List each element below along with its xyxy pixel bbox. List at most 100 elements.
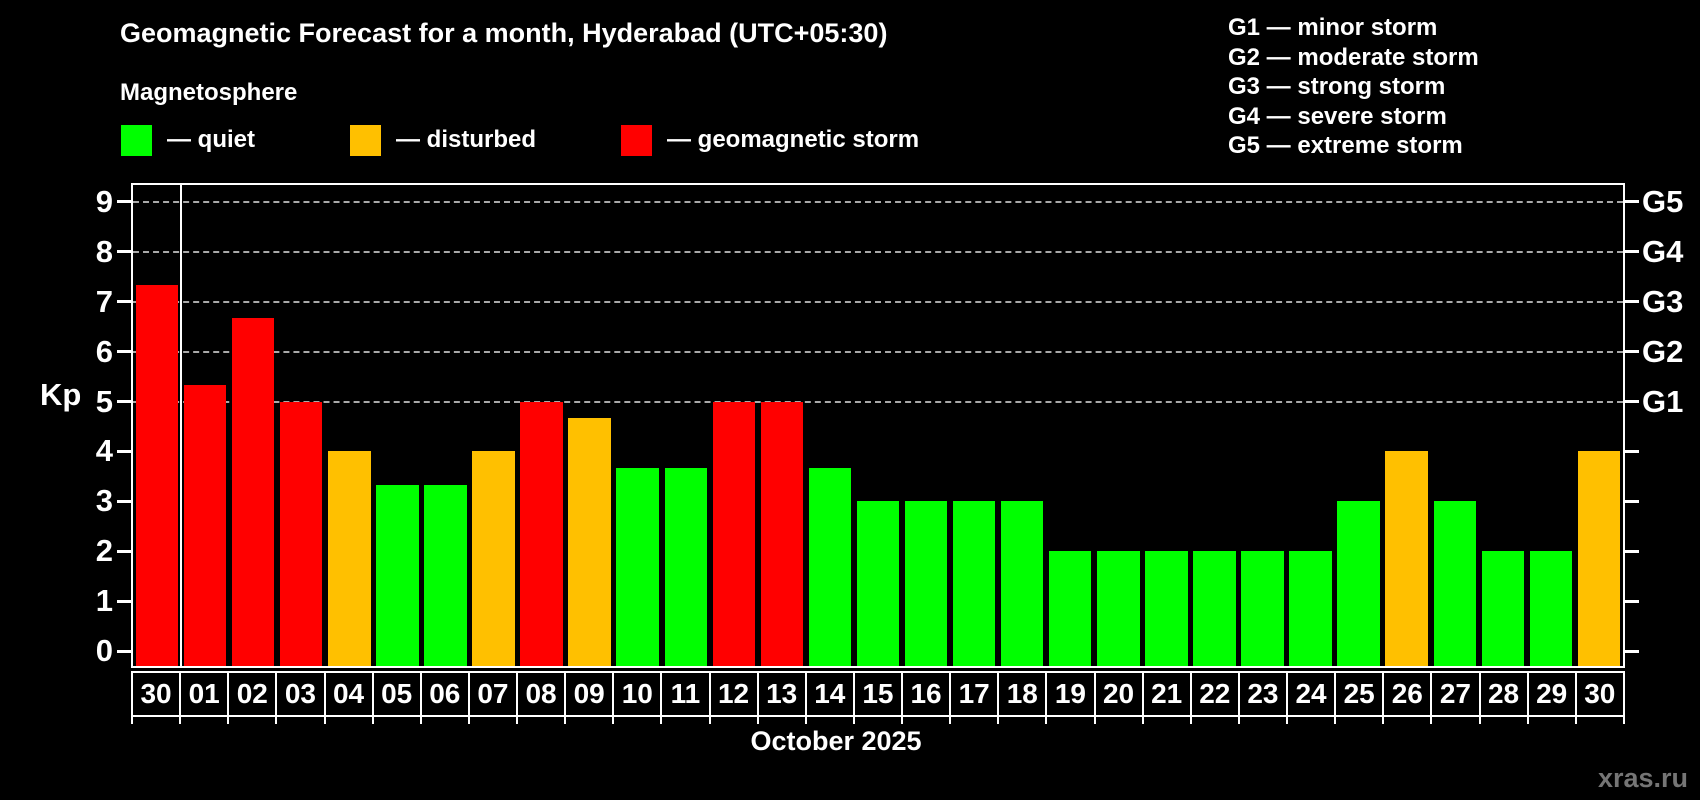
- kp-bar-day-02: [231, 318, 275, 666]
- day-label-09: 09: [564, 671, 615, 724]
- disturbed-swatch-icon: [350, 124, 381, 156]
- day-label-04: 04: [323, 671, 374, 724]
- y-tick-label-6: 6: [95, 333, 113, 369]
- kp-bar-day-21: [1145, 551, 1188, 666]
- gridline-kp8: [133, 250, 1623, 253]
- day-label-15: 15: [852, 671, 904, 724]
- kp-bar-day-29: [1529, 551, 1573, 666]
- y-axis-tick-right-0: [1625, 649, 1639, 653]
- y-axis-tick-left-2: [117, 549, 131, 553]
- y-axis-tick-left-0: [117, 649, 131, 653]
- day-label-13: 13: [756, 671, 807, 724]
- gridline-kp9: [133, 200, 1623, 203]
- storm-scale-line-g2: G2 — moderate storm: [1228, 43, 1479, 71]
- y-tick-label-4: 4: [95, 433, 113, 469]
- kp-bar-day-12: [712, 401, 756, 666]
- day-label-16: 16: [901, 671, 952, 724]
- kp-bar-day-22: [1193, 551, 1236, 666]
- y-axis-tick-right-7: [1625, 300, 1639, 304]
- day-label-05: 05: [371, 671, 422, 724]
- kp-bar-day-15: [856, 501, 900, 666]
- day-label-06: 06: [419, 671, 471, 724]
- y-tick-label-0: 0: [95, 633, 113, 669]
- kp-bar-day-14: [808, 467, 852, 666]
- kp-bar-day-28: [1481, 551, 1525, 666]
- y-tick-label-9: 9: [95, 183, 113, 219]
- kp-bar-day-01: [183, 385, 227, 666]
- y-axis-tick-right-9: [1625, 200, 1639, 204]
- kp-bar-day-23: [1241, 551, 1284, 666]
- day-label-22: 22: [1189, 671, 1241, 724]
- y-axis-tick-left-8: [117, 250, 131, 254]
- day-label-08: 08: [516, 671, 567, 724]
- day-label-12: 12: [708, 671, 759, 724]
- day-label-17: 17: [949, 671, 1000, 724]
- kp-bar-day-30: [1577, 451, 1621, 666]
- y-axis-tick-right-1: [1625, 599, 1639, 603]
- quiet-swatch-icon: [121, 124, 152, 156]
- page-title: Geomagnetic Forecast for a month, Hydera…: [120, 18, 888, 48]
- kp-bar-day-13: [760, 401, 804, 666]
- day-label-26: 26: [1382, 671, 1433, 724]
- kp-bar-day-10: [616, 467, 659, 666]
- y-tick-label-5: 5: [95, 383, 113, 419]
- day-label-24: 24: [1286, 671, 1337, 724]
- kp-bar-day-18: [1000, 501, 1044, 666]
- day-label-27: 27: [1430, 671, 1481, 724]
- y-axis-tick-left-4: [117, 449, 131, 453]
- day-label-21: 21: [1141, 671, 1192, 724]
- month-separator-line: [180, 185, 183, 666]
- storm-scale-line-g5: G5 — extreme storm: [1228, 132, 1463, 159]
- y-tick-label-8: 8: [95, 233, 113, 269]
- y-axis-title: Kp: [40, 377, 82, 412]
- storm-scale-line-g4: G4 — severe storm: [1228, 102, 1447, 130]
- kp-bar-day-30-prev-month: [135, 285, 179, 666]
- legend-quiet-label: — quiet: [167, 126, 255, 153]
- day-label-10: 10: [612, 671, 663, 724]
- watermark: xras.ru: [1597, 763, 1688, 793]
- y-tick-label-3: 3: [95, 483, 113, 519]
- kp-bar-day-26: [1385, 451, 1428, 666]
- legend-disturbed-label: — disturbed: [396, 126, 537, 153]
- day-label-11: 11: [660, 671, 711, 724]
- gridline-kp6: [133, 350, 1623, 353]
- right-axis-label-g1: G1: [1642, 383, 1684, 419]
- gridline-kp7: [133, 300, 1623, 303]
- kp-bar-day-19: [1049, 551, 1092, 666]
- chart-subtitle: Magnetosphere: [120, 79, 298, 106]
- day-label-14: 14: [804, 671, 856, 724]
- day-label-03: 03: [275, 671, 326, 724]
- x-axis-title: October 2025: [750, 726, 922, 756]
- storm-scale-legend: G1 — minor storm G2 — moderate storm G3 …: [1228, 13, 1479, 161]
- y-axis-tick-left-7: [117, 300, 131, 304]
- day-label-01: 01: [179, 671, 230, 724]
- y-tick-label-7: 7: [95, 283, 113, 319]
- day-label-19: 19: [1045, 671, 1096, 724]
- day-label-30-prev-month: 30: [131, 671, 182, 724]
- y-axis-tick-right-4: [1625, 449, 1639, 453]
- storm-scale-line-g1: G1 — minor storm: [1228, 14, 1438, 41]
- y-axis-tick-right-8: [1625, 250, 1639, 254]
- y-axis-tick-left-6: [117, 350, 131, 354]
- y-tick-label-1: 1: [95, 583, 113, 619]
- right-axis-label-g2: G2: [1642, 333, 1684, 369]
- y-axis-tick-right-6: [1625, 350, 1639, 354]
- storm-swatch-icon: [621, 124, 652, 156]
- kp-bar-day-16: [904, 501, 948, 666]
- plot-area: [117, 183, 1639, 668]
- day-label-28: 28: [1478, 671, 1529, 724]
- kp-bar-day-09: [568, 418, 611, 666]
- legend-item-storm: — geomagnetic storm: [621, 124, 919, 156]
- y-axis-tick-right-5: [1625, 400, 1639, 404]
- day-label-25: 25: [1334, 671, 1385, 724]
- y-axis-tick-right-3: [1625, 499, 1639, 503]
- y-axis-tick-left-3: [117, 499, 131, 503]
- legend-storm-label: — geomagnetic storm: [667, 126, 920, 153]
- kp-bar-day-07: [472, 451, 515, 666]
- kp-bar-day-24: [1289, 551, 1332, 666]
- kp-bar-day-17: [952, 501, 996, 666]
- storm-scale-line-g3: G3 — strong storm: [1228, 73, 1446, 100]
- legend-item-disturbed: — disturbed: [350, 124, 536, 156]
- kp-bar-day-06: [424, 484, 467, 666]
- gridline-kp5: [133, 400, 1623, 403]
